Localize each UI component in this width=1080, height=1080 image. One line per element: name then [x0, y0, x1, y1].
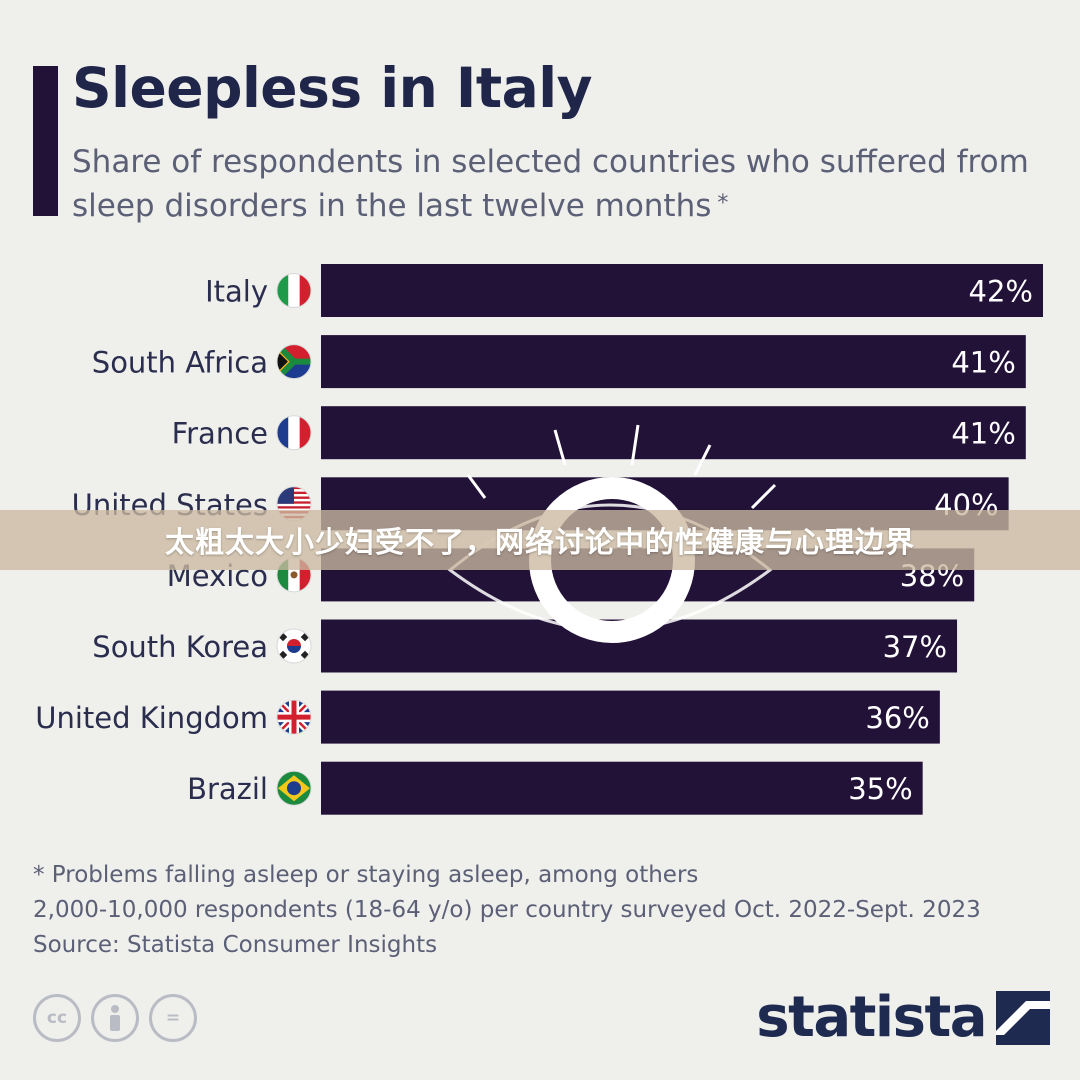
flag-taegeuk-bottom [287, 646, 301, 653]
flag-content [277, 700, 311, 735]
flag-globe [287, 781, 301, 796]
flag-emblem [290, 571, 298, 579]
license-icons: cc = [33, 994, 197, 1042]
united-kingdom-flag-icon [276, 699, 312, 735]
flag-rim [276, 344, 312, 380]
flag-rim [276, 628, 312, 664]
flag-cross-red [277, 700, 311, 735]
bar-value-label: 37% [883, 630, 947, 664]
category-label: South Africa [92, 346, 268, 380]
flag-stripe [288, 415, 300, 450]
subtitle-footnote-mark: * [717, 191, 729, 216]
subtitle-text: Share of respondents in selected countri… [72, 144, 1029, 224]
bar-value-label: 42% [969, 275, 1033, 309]
flag-stripe [277, 508, 311, 512]
flag-content [277, 629, 311, 663]
flag-stripe [299, 273, 311, 308]
statista-logo-icon [996, 990, 1050, 1045]
flag-stripe [277, 503, 311, 507]
flag-stripe [277, 273, 289, 308]
flag-content [277, 273, 311, 308]
bar-value-label: 36% [865, 701, 929, 735]
flag-rim [276, 699, 312, 735]
cc-icon[interactable]: cc [33, 994, 81, 1042]
chart-title: Sleepless in Italy [72, 56, 592, 120]
south-korea-flag-icon [276, 628, 312, 664]
bar [321, 761, 923, 815]
flag-content [277, 771, 311, 806]
flag-stripe [277, 506, 311, 509]
category-label: Brazil [187, 772, 268, 806]
bar-value-label: 35% [848, 772, 912, 806]
chart-subtitle: Share of respondents in selected countri… [72, 140, 1032, 228]
footnote-sample: 2,000-10,000 respondents (18-64 y/o) per… [33, 897, 981, 923]
bar [321, 690, 940, 744]
logo-wordmark: statista [756, 985, 987, 1050]
bar-value-label: 41% [951, 417, 1015, 451]
footnotes: * Problems falling asleep or staying asl… [33, 858, 1063, 963]
category-label: Italy [205, 275, 268, 309]
overlay-caption-text: 太粗太大小少妇受不了，网络讨论中的性健康与心理边界 [164, 525, 915, 559]
person-glyph [110, 1005, 120, 1031]
flag-stripe [288, 273, 300, 308]
flag-content [277, 344, 311, 379]
brazil-flag-icon [276, 770, 312, 806]
bar [321, 335, 1026, 389]
statista-logo[interactable]: statista [756, 985, 1050, 1050]
flag-rim [276, 415, 312, 451]
flag-stripe [277, 557, 289, 592]
flag-stripe [299, 557, 311, 592]
bar [321, 619, 958, 673]
france-flag-icon [276, 415, 312, 451]
south-africa-flag-icon [276, 344, 312, 380]
attribution-icon[interactable] [91, 994, 139, 1042]
flag-rim [276, 770, 312, 806]
bar [321, 406, 1026, 460]
title-accent-bar [33, 66, 58, 216]
bar [321, 264, 1043, 317]
flag-taegeuk-top [287, 639, 301, 646]
flag-content [277, 415, 311, 450]
category-label: United Kingdom [35, 701, 268, 735]
footnote-definition: * Problems falling asleep or staying asl… [33, 862, 699, 888]
flag-stripe [277, 415, 289, 450]
footnote-source: Source: Statista Consumer Insights [33, 932, 438, 958]
flag-content [277, 557, 311, 592]
italy-flag-icon [276, 273, 312, 308]
flag-rim [276, 273, 312, 308]
bar-value-label: 41% [951, 346, 1015, 380]
flag-stripe [299, 415, 311, 450]
category-label: South Korea [92, 630, 268, 664]
category-label: France [172, 417, 268, 451]
overlay-caption-banner: 太粗太大小少妇受不了，网络讨论中的性健康与心理边界 [0, 510, 1080, 570]
no-derivatives-icon[interactable]: = [149, 994, 197, 1042]
